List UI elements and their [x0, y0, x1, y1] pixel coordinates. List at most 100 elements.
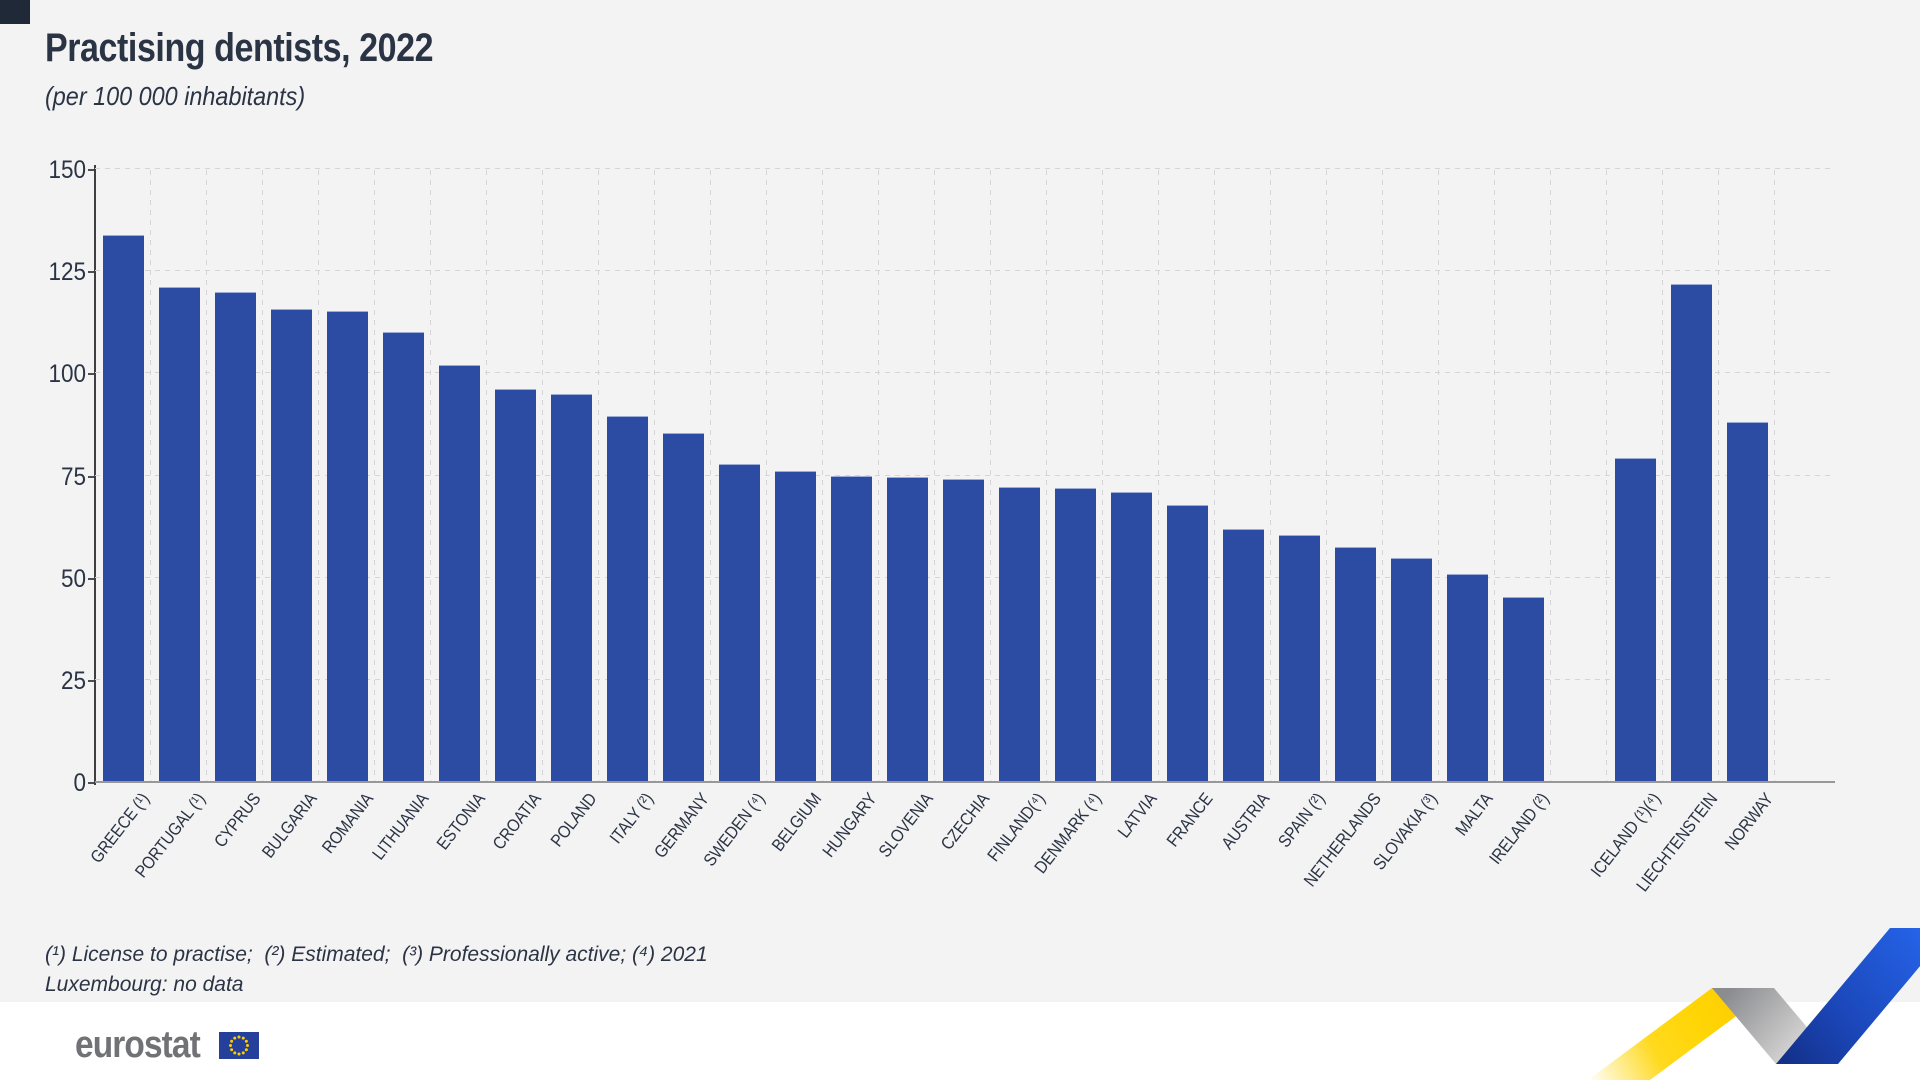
bar-slot: CZECHIA [935, 170, 993, 854]
gridline-vertical [262, 170, 263, 781]
bar [550, 393, 592, 781]
gridline-horizontal [95, 168, 1835, 169]
y-axis-tick-mark [88, 782, 95, 784]
gridline-vertical [598, 170, 599, 781]
bar-slot: POLAND [543, 170, 601, 850]
y-axis-tick-label: 150 [48, 156, 86, 184]
x-axis-label: BELGIUM [767, 789, 825, 855]
x-axis-label: POLAND [546, 789, 601, 851]
bar [1278, 534, 1320, 781]
gridline-vertical [934, 170, 935, 781]
bar-slot: SPAIN (²) [1271, 170, 1329, 851]
gridline-vertical [990, 170, 991, 781]
bar-slot: GERMANY [650, 170, 713, 862]
gridline-vertical [1438, 170, 1439, 781]
gridline-vertical [430, 170, 431, 781]
bar [830, 475, 872, 781]
bar-slot: BELGIUM [767, 170, 825, 855]
x-axis-label: MALTA [1451, 789, 1497, 840]
gridline-vertical [822, 170, 823, 781]
gridline-vertical [1158, 170, 1159, 781]
bar [1334, 546, 1376, 781]
bar-slot: DENMARK (⁴) [1030, 170, 1105, 877]
bar [774, 471, 816, 781]
gridline-vertical [1606, 170, 1607, 781]
gridline-vertical [654, 170, 655, 781]
eurostat-logo-text: eurostat [75, 1024, 201, 1066]
bar-slot: CROATIA [487, 170, 545, 853]
bar-slot: SLOVAKIA (³) [1369, 170, 1441, 874]
eu-flag-stars [228, 1035, 249, 1056]
decorative-ribbon [1588, 928, 1920, 1080]
gridline-vertical [1046, 170, 1047, 781]
bar-slot: CYPRUS [207, 170, 265, 851]
x-axis-label: SLOVENIA [874, 789, 937, 861]
bar [158, 286, 200, 781]
gridline-vertical [1382, 170, 1383, 781]
bar [270, 309, 312, 781]
bar [1670, 284, 1712, 781]
footnotes: (¹) License to practise; (²) Estimated; … [45, 940, 708, 1000]
bar [382, 331, 424, 781]
y-axis-tick-label: 25 [60, 666, 86, 695]
y-axis-tick-mark [88, 373, 95, 376]
y-axis-tick-mark [88, 475, 95, 478]
bar [1110, 492, 1152, 781]
x-axis-label: CYPRUS [210, 789, 265, 852]
bar-slot: MALTA [1439, 170, 1497, 839]
gridline-vertical [486, 170, 487, 781]
gridline-horizontal [95, 474, 1835, 476]
y-axis-tick-label: 75 [60, 462, 86, 491]
bar [1614, 458, 1656, 781]
bar-slot: FINLAND(⁴) [983, 170, 1049, 865]
bar-slot: ICELAND (¹)(⁴) [1587, 170, 1665, 881]
gridline-vertical [542, 170, 543, 781]
x-axis-label: LITHUANIA [368, 789, 433, 864]
y-axis-tick-label: 100 [48, 360, 86, 389]
bar-slot: SWEDEN (⁴) [699, 170, 769, 870]
gridline-vertical [318, 170, 319, 781]
plot-area: GREECE (¹) PORTUGAL (¹) CYPRUS BULGARIA ROMA… [86, 168, 1835, 895]
y-axis-tick-label: 50 [60, 564, 86, 593]
corner-mark [0, 0, 30, 24]
gridline-vertical [1326, 170, 1327, 781]
y-axis-tick-mark [88, 577, 95, 580]
bar [438, 364, 480, 781]
y-axis-tick-mark [88, 679, 95, 682]
gridline-vertical [1550, 170, 1551, 781]
footnote-line-1: (¹) License to practise; (²) Estimated; … [45, 943, 708, 966]
bar-slot: NETHERLANDS [1300, 170, 1385, 890]
bar-slot: FRANCE [1159, 170, 1217, 850]
x-axis-label: NORWAY [1720, 789, 1777, 854]
x-axis-label: CROATIA [488, 789, 545, 854]
bar [606, 416, 648, 781]
y-axis-tick-mark [88, 169, 95, 171]
gridline-vertical [1718, 170, 1719, 781]
bar [1446, 573, 1488, 781]
bar [1166, 504, 1208, 781]
y-axis-labels: 0 25 50 75 100 125 150 [0, 156, 95, 797]
x-axis-label: BULGARIA [257, 789, 321, 862]
bar-slot: SLOVENIA [874, 170, 937, 861]
gridline-vertical [1494, 170, 1495, 781]
x-axis-label: ROMANIA [317, 789, 377, 857]
x-axis-label: ITALY (²) [605, 789, 657, 848]
x-axis-label: ESTONIA [432, 789, 489, 854]
x-axis-label: HUNGARY [818, 789, 881, 861]
bar-slot: ITALY (²) [599, 170, 657, 847]
bar-slot: IRELAND (²) [1485, 170, 1553, 868]
gridline-vertical [374, 170, 375, 781]
ribbon-blue-band [1776, 928, 1920, 1064]
bar [1502, 597, 1544, 781]
gridline-horizontal [95, 270, 1835, 272]
bar-slot: LIECHTENSTEIN [1632, 170, 1721, 895]
bar-slot: BULGARIA [258, 170, 321, 862]
gridline-vertical [1214, 170, 1215, 781]
x-axis-label: SPAIN (²) [1274, 789, 1329, 852]
bar [326, 311, 368, 781]
x-axis-label: LATVIA [1113, 789, 1161, 842]
bar-slot-empty [1551, 170, 1607, 781]
bar-slot: HUNGARY [819, 170, 881, 861]
chart-subtitle: (per 100 000 inhabitants) [45, 81, 306, 111]
